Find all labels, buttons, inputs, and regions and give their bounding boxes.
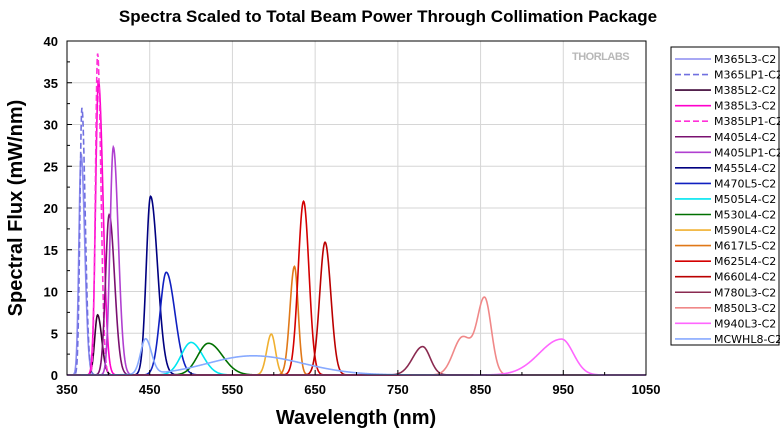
y-axis-label: Spectral Flux (mW/nm) <box>5 100 27 317</box>
series-line-m625l4-c2 <box>67 200 646 376</box>
legend-entry-label: M385LP1-C2 <box>714 115 780 128</box>
legend-entry-label: M455L4-C2 <box>714 162 776 175</box>
legend-entry-label: M850L3-C2 <box>714 302 776 315</box>
chart-title: Spectra Scaled to Total Beam Power Throu… <box>119 7 657 26</box>
series-line-m405lp1-c2 <box>67 144 646 376</box>
legend-entry-label: M505L4-C2 <box>714 193 776 206</box>
series-line-m365l3-c2 <box>67 153 646 376</box>
legend: M365L3-C2 M365LP1-C2 M385L2-C2 M385L3-C2 M38… <box>670 46 780 346</box>
legend-entry-label: M780L3-C2 <box>714 286 776 299</box>
y-tick-label: 40 <box>44 34 58 49</box>
legend-entry-label: M385L3-C2 <box>714 100 776 113</box>
x-tick-label: 950 <box>552 382 574 397</box>
x-axis-label: Wavelength (nm) <box>276 407 436 429</box>
series-line-m365lp1-c2 <box>67 107 646 376</box>
legend-entry-label: M625L4-C2 <box>714 255 776 268</box>
legend-entry-label: MCWHL8-C2 <box>714 333 780 346</box>
y-tick-label: 35 <box>44 76 58 91</box>
legend-entry-label: M405LP1-C2 <box>714 146 780 159</box>
legend-entry-label: M365LP1-C2 <box>714 69 780 82</box>
legend-entry-label: M385L2-C2 <box>714 84 776 97</box>
series-lines <box>67 53 646 376</box>
thorlabs-watermark: THORLABS <box>572 51 629 63</box>
x-tick-label: 1050 <box>632 382 661 397</box>
legend-box <box>670 46 780 346</box>
y-tick-label: 0 <box>51 368 58 383</box>
y-tick-label: 30 <box>44 118 58 133</box>
legend-entry-label: M470L5-C2 <box>714 177 776 190</box>
series-line-m590l4-c2 <box>67 333 646 376</box>
series-line-mcwhl8-c2 <box>67 337 646 376</box>
series-line-m385l2-c2 <box>67 313 646 376</box>
legend-entry-label: M617L5-C2 <box>714 240 776 253</box>
series-line-m405l4-c2 <box>67 213 646 376</box>
legend-entry-label: M590L4-C2 <box>714 224 776 237</box>
x-tick-label: 750 <box>387 382 409 397</box>
legend-entry-label: M940L3-C2 <box>714 317 776 330</box>
y-tick-label: 20 <box>44 201 58 216</box>
x-tick-label: 850 <box>470 382 492 397</box>
y-tick-label: 5 <box>51 326 58 341</box>
x-tick-label: 550 <box>222 382 244 397</box>
x-tick-label: 650 <box>304 382 326 397</box>
legend-entry-label: M530L4-C2 <box>714 209 776 222</box>
x-tick-label: 450 <box>139 382 161 397</box>
series-line-m660l4-c2 <box>67 241 646 376</box>
legend-entry-label: M365L3-C2 <box>714 53 776 66</box>
series-line-m455l4-c2 <box>67 195 646 376</box>
y-tick-label: 25 <box>44 159 58 174</box>
grid-lines <box>67 41 646 375</box>
x-tick-label: 350 <box>56 382 78 397</box>
legend-entry-label: M405L4-C2 <box>714 131 776 144</box>
series-line-m940l3-c2 <box>67 338 646 376</box>
legend-entry-label: M660L4-C2 <box>714 271 776 284</box>
y-tick-label: 10 <box>44 285 58 300</box>
y-tick-label: 15 <box>44 243 58 258</box>
axes: 350 450 550 650 750 850 950 1050 0 5 10 15 20 25 30 35 4… <box>44 34 661 397</box>
